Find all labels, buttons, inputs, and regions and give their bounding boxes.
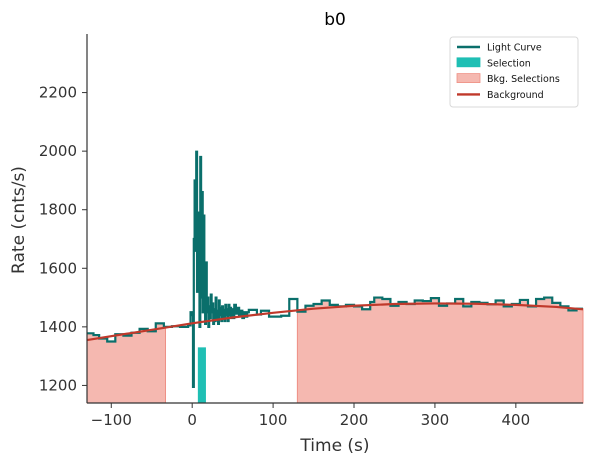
background-fit-line	[86, 302, 584, 342]
x-tick-label: 300	[421, 411, 450, 429]
light-curve-line	[87, 150, 583, 388]
legend-label: Selection	[487, 58, 531, 69]
legend-label: Background	[487, 90, 544, 101]
legend-frame	[449, 36, 579, 108]
axes	[86, 34, 583, 404]
selection-region	[197, 347, 206, 403]
x-tick-label: 400	[502, 411, 531, 429]
legend-swatch	[456, 57, 481, 68]
y-axis-label: Rate (cnts/s)	[9, 166, 29, 274]
x-tick-label: 100	[259, 411, 288, 429]
y-tick-label: 1200	[39, 376, 77, 394]
y-tick-label: 1400	[39, 318, 77, 336]
legend-swatch	[456, 73, 481, 83]
chart-title: b0	[324, 10, 346, 30]
x-ticks: −100 0 100 200 300 400	[91, 403, 530, 429]
y-ticks: 1200 1400 1600 1800 2000 2200	[39, 84, 87, 394]
legend-label: Light Curve	[487, 43, 542, 54]
y-tick-label: 2200	[39, 84, 77, 102]
x-tick-label: 0	[187, 411, 197, 429]
legend: Light Curve Selection Bkg. Selections Backg…	[449, 36, 579, 108]
y-tick-label: 1600	[39, 259, 77, 277]
x-tick-label: 200	[340, 411, 369, 429]
plot-area	[86, 150, 584, 404]
legend-label: Bkg. Selections	[487, 74, 560, 85]
x-tick-label: −100	[91, 411, 132, 429]
x-axis-label: Time (s)	[299, 436, 369, 456]
bkg-selection-region	[296, 297, 584, 404]
y-tick-label: 1800	[39, 201, 77, 219]
y-tick-label: 2000	[39, 142, 77, 160]
